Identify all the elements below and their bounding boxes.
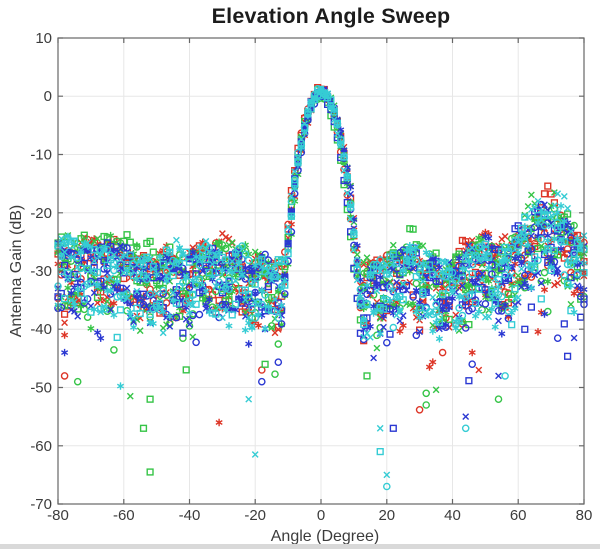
svg-text:-20: -20 [244, 507, 266, 524]
svg-text:Antenna Gain (dB): Antenna Gain (dB) [8, 205, 25, 338]
svg-text:0: 0 [44, 88, 52, 105]
svg-text:Elevation Angle Sweep: Elevation Angle Sweep [212, 4, 451, 28]
svg-text:-40: -40 [179, 507, 201, 524]
svg-text:80: 80 [576, 507, 593, 524]
svg-text:-30: -30 [30, 263, 52, 280]
svg-text:10: 10 [35, 30, 52, 47]
svg-text:Angle (Degree): Angle (Degree) [271, 528, 380, 545]
svg-text:-20: -20 [30, 205, 52, 222]
svg-text:0: 0 [317, 507, 325, 524]
svg-text:-50: -50 [30, 380, 52, 397]
svg-text:-60: -60 [113, 507, 135, 524]
svg-text:40: 40 [444, 507, 461, 524]
svg-text:-60: -60 [30, 438, 52, 455]
svg-text:-70: -70 [30, 496, 52, 513]
svg-text:-40: -40 [30, 321, 52, 338]
svg-text:20: 20 [378, 507, 395, 524]
svg-text:-10: -10 [30, 147, 52, 164]
svg-text:-80: -80 [47, 507, 69, 524]
svg-text:60: 60 [510, 507, 527, 524]
